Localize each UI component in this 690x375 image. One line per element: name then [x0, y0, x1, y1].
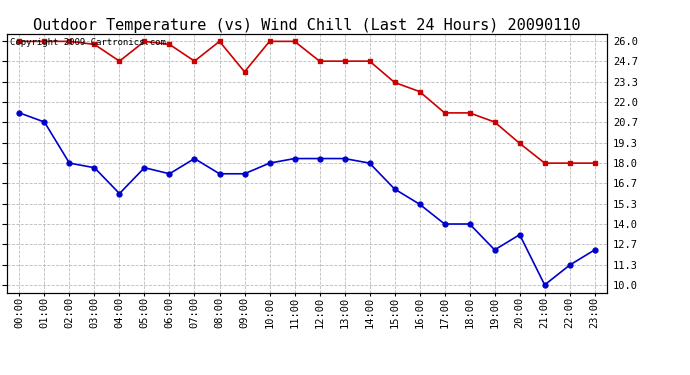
Text: Copyright 2009 Cartronics.com: Copyright 2009 Cartronics.com [10, 38, 166, 46]
Title: Outdoor Temperature (vs) Wind Chill (Last 24 Hours) 20090110: Outdoor Temperature (vs) Wind Chill (Las… [33, 18, 581, 33]
